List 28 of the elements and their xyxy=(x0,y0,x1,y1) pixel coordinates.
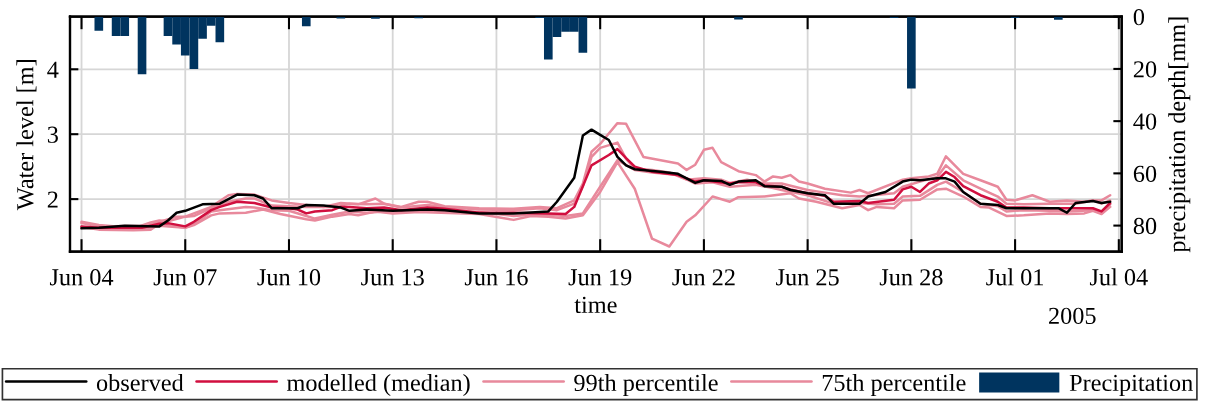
y2-tick-label: 0 xyxy=(1133,8,1145,26)
x-tick-label: Jun 16 xyxy=(464,269,528,286)
y2-tick-label: 80 xyxy=(1133,217,1157,235)
legend-label: modelled (median) xyxy=(286,373,470,397)
y-tick-label: 2 xyxy=(47,191,58,208)
y-axis-title: Water level [m] xyxy=(16,60,37,211)
text: 2005 xyxy=(1049,307,1096,325)
x-tick-label: Jun 19 xyxy=(568,269,632,286)
x-tick-label: Jun 04 xyxy=(49,269,114,286)
y2-tick-label: 40 xyxy=(1133,113,1157,130)
x-tick-label: Jun 07 xyxy=(153,269,217,286)
x-tick-label: Jun 13 xyxy=(361,269,424,286)
x-tick-label: Jun 22 xyxy=(672,269,735,286)
x-axis-title: time xyxy=(574,296,617,314)
legend-label: observed xyxy=(96,373,184,392)
x-tick-label: Jul 01 xyxy=(986,268,1043,286)
legend-label: 75th percentile xyxy=(822,373,966,397)
y2-tick-label: 20 xyxy=(1133,61,1157,78)
legend-label: 99th percentile xyxy=(574,373,718,397)
x-tick-label: Jun 25 xyxy=(776,269,839,286)
legend-label: Precipitation xyxy=(1069,374,1193,397)
y-tick-label: 4 xyxy=(47,61,59,78)
y2-tick-label: 60 xyxy=(1133,165,1157,183)
x-tick-label: Jun 28 xyxy=(879,269,943,286)
y-tick-label: 3 xyxy=(47,126,58,143)
x-tick-label: Jul 04 xyxy=(1089,268,1148,286)
y2-axis-title: precipitation depth[mm] xyxy=(1168,17,1191,253)
x-tick-label: Jun 10 xyxy=(257,269,321,286)
